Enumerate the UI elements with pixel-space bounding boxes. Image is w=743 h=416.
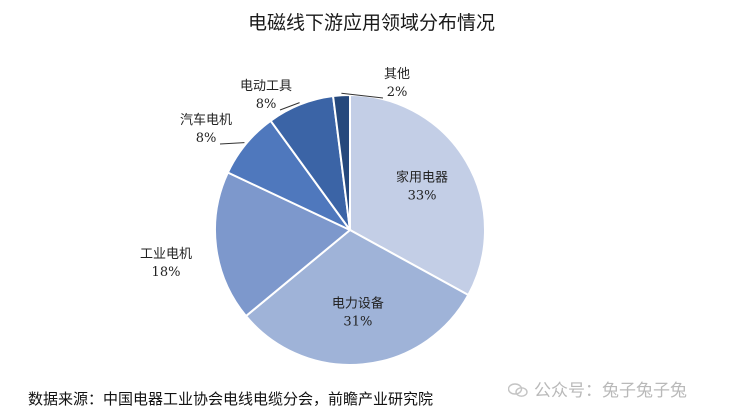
slice-value-其他: 2% — [387, 85, 408, 100]
leader-line-汽车电机 — [219, 142, 245, 145]
watermark: 公众号：兔子兔子兔 — [508, 376, 687, 401]
slice-value-汽车电机: 8% — [196, 131, 217, 146]
chart-title: 电磁线下游应用领域分布情况 — [247, 12, 495, 34]
pie-slice-电力设备 — [244, 228, 470, 366]
slice-label-电动工具: 电动工具 — [240, 79, 292, 94]
slice-value-电动工具: 8% — [256, 97, 277, 112]
leader-line-其他 — [341, 92, 384, 99]
slice-label-工业电机: 工业电机 — [140, 247, 192, 262]
watermark-text: 公众号：兔子兔子兔 — [534, 381, 687, 401]
wechat-icon — [508, 383, 528, 397]
slice-label-家用电器: 家用电器 — [396, 169, 448, 185]
leader-line-电动工具 — [279, 102, 300, 111]
pie-slice-工业电机 — [214, 171, 352, 318]
slice-label-汽车电机: 汽车电机 — [180, 112, 232, 128]
slice-label-电力设备: 电力设备 — [332, 295, 384, 311]
pie-slice-家用电器 — [349, 93, 486, 297]
slice-value-家用电器: 33% — [408, 188, 437, 203]
pie-slice-其他 — [331, 93, 351, 231]
slice-label-其他: 其他 — [384, 67, 410, 82]
slice-value-工业电机: 18% — [152, 265, 181, 280]
slice-value-电力设备: 31% — [343, 314, 372, 329]
source-note: 数据来源：中国电器工业协会电线电缆分会，前瞻产业研究院 — [28, 390, 434, 408]
